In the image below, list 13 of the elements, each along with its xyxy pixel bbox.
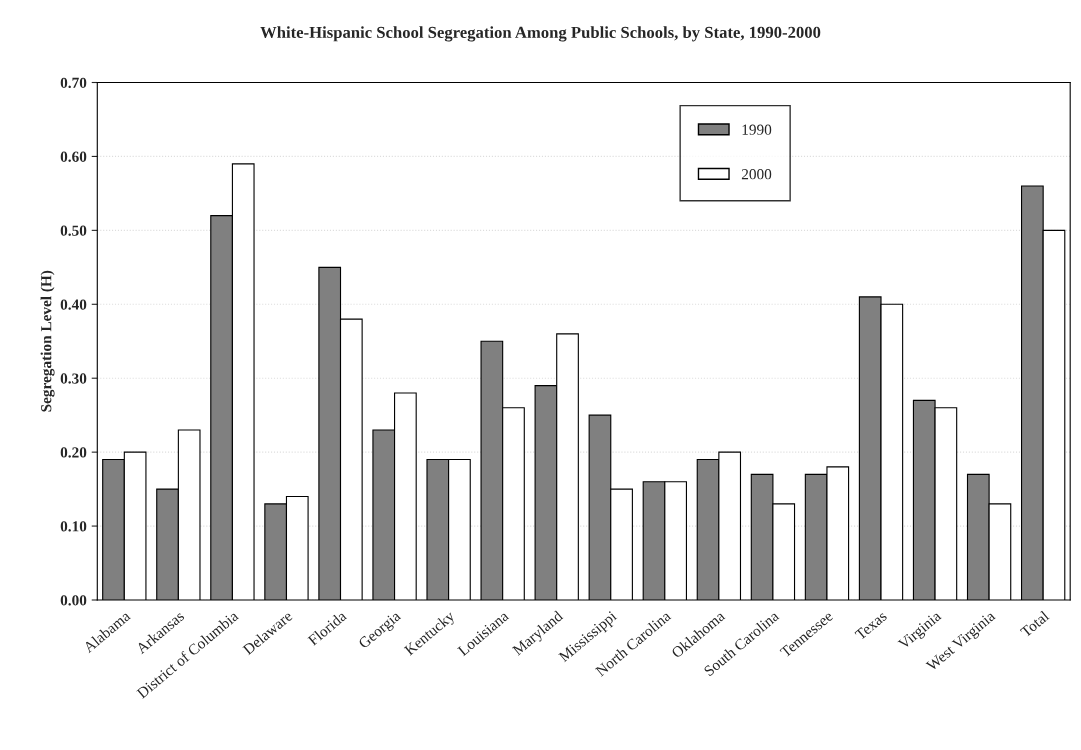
chart-title: White-Hispanic School Segregation Among Public Schools, by State, 1990-2000 xyxy=(260,26,821,42)
y-tick-label: 0.60 xyxy=(60,151,87,162)
legend-label: 1990 xyxy=(742,124,772,135)
legend-label: 2000 xyxy=(741,169,772,180)
x-tick-label: Total xyxy=(1019,609,1050,638)
y-tick-label: 0.40 xyxy=(60,299,87,310)
y-tick-label: 0.20 xyxy=(60,447,87,458)
y-axis-title: Segregation Level (H) xyxy=(40,270,55,412)
y-tick-label: 0.50 xyxy=(60,225,87,236)
y-tick-label: 0.10 xyxy=(60,521,87,532)
y-tick-label: 0.00 xyxy=(60,595,87,606)
y-tick-label: 0.30 xyxy=(60,373,87,384)
y-tick-label: 0.70 xyxy=(60,77,87,89)
